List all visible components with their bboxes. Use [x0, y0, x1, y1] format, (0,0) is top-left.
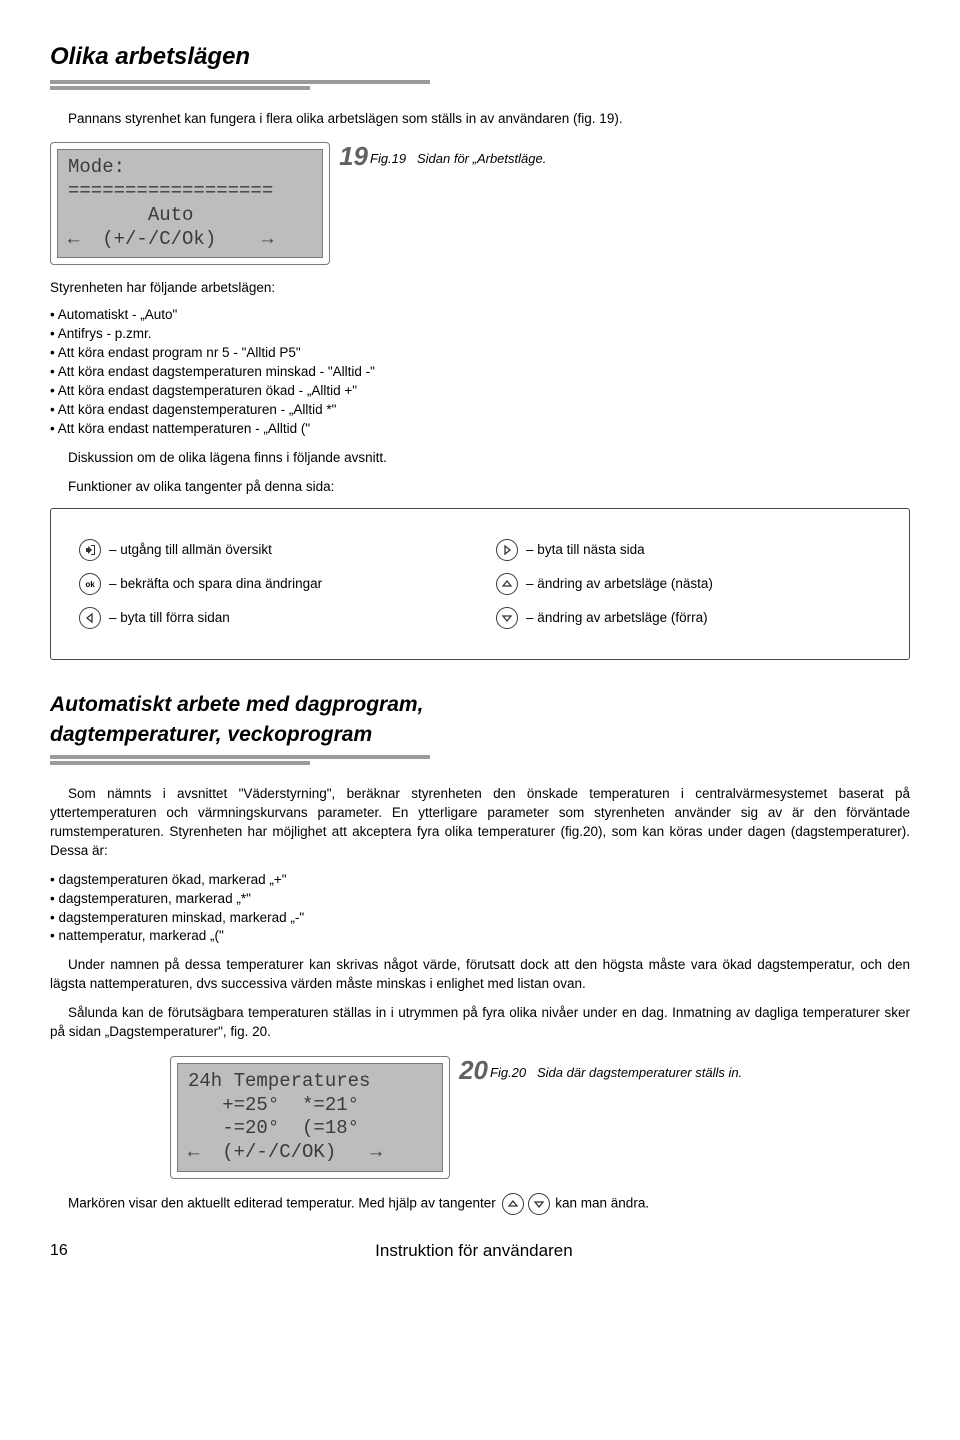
temp-list: dagstemperaturen ökad, markerad „+" dags… — [50, 871, 910, 947]
list-item: Att köra endast dagenstemperaturen - „Al… — [50, 401, 910, 420]
page-footer: 16 Instruktion för användaren — [50, 1239, 910, 1263]
fig20-caption: Fig.20 Sida där dagstemperaturer ställs … — [490, 1056, 742, 1082]
list-item: Att köra endast nattemperaturen - „Allti… — [50, 420, 910, 439]
func-label: – bekräfta och spara dina ändringar — [109, 575, 322, 594]
func-label: – ändring av arbetsläge (nästa) — [526, 575, 713, 594]
lcd-display-20: 24h Temperatures +=25° *=21° -=20° (=18°… — [170, 1056, 450, 1179]
up-icon — [496, 573, 518, 595]
section2-p2: Under namnen på dessa temperaturer kan s… — [50, 956, 910, 994]
section2-p4: Markören visar den aktuellt editerad tem… — [50, 1193, 910, 1215]
func-label: – byta till förra sidan — [109, 609, 230, 628]
list-item: Att köra endast dagstemperaturen ökad - … — [50, 382, 910, 401]
discussion-text: Diskussion om de olika lägena finns i fö… — [50, 449, 910, 468]
intro-text: Pannans styrenhet kan fungera i flera ol… — [50, 110, 910, 129]
right-icon — [496, 539, 518, 561]
title-underline — [50, 755, 910, 765]
lcd-page-number: 20 — [459, 1052, 488, 1088]
func-title: Funktioner av olika tangenter på denna s… — [50, 478, 910, 497]
fig19-caption: Fig.19 Sidan för „Arbetstläge. — [370, 142, 546, 168]
title-underline — [50, 80, 910, 90]
up-icon — [502, 1193, 524, 1215]
list-item: dagstemperaturen, markerad „*" — [50, 890, 910, 909]
modes-list: Automatiskt - „Auto" Antifrys - p.zmr. A… — [50, 306, 910, 438]
list-item: Att köra endast dagstemperaturen minskad… — [50, 363, 910, 382]
func-label: – utgång till allmän översikt — [109, 541, 272, 560]
func-label: – ändring av arbetsläge (förra) — [526, 609, 708, 628]
exit-icon — [79, 539, 101, 561]
lcd-display-19: Mode: ================== Auto ← (+/-/C/O… — [50, 142, 330, 265]
section2-p3: Sålunda kan de förutsägbara temperaturen… — [50, 1004, 910, 1042]
down-icon — [496, 607, 518, 629]
list-item: nattemperatur, markerad „(" — [50, 927, 910, 946]
section1-title: Olika arbetslägen — [50, 40, 910, 74]
list-item: Antifrys - p.zmr. — [50, 325, 910, 344]
list-item: Att köra endast program nr 5 - "Alltid P… — [50, 344, 910, 363]
list-item: Automatiskt - „Auto" — [50, 306, 910, 325]
modes-intro: Styrenheten har följande arbetslägen: — [50, 279, 910, 298]
section2-title: Automatiskt arbete med dagprogram, dagte… — [50, 690, 910, 749]
list-item: dagstemperaturen minskad, markerad „-" — [50, 909, 910, 928]
func-label: – byta till nästa sida — [526, 541, 645, 560]
list-item: dagstemperaturen ökad, markerad „+" — [50, 871, 910, 890]
left-icon — [79, 607, 101, 629]
lcd-page-number: 19 — [339, 138, 368, 174]
function-box: – utgång till allmän översikt ok – bekrä… — [50, 508, 910, 660]
footer-title: Instruktion för användaren — [68, 1239, 880, 1263]
page-number: 16 — [50, 1240, 68, 1262]
ok-icon: ok — [79, 573, 101, 595]
down-icon — [528, 1193, 550, 1215]
section2-p1: Som nämnts i avsnittet "Väderstyrning", … — [50, 785, 910, 861]
